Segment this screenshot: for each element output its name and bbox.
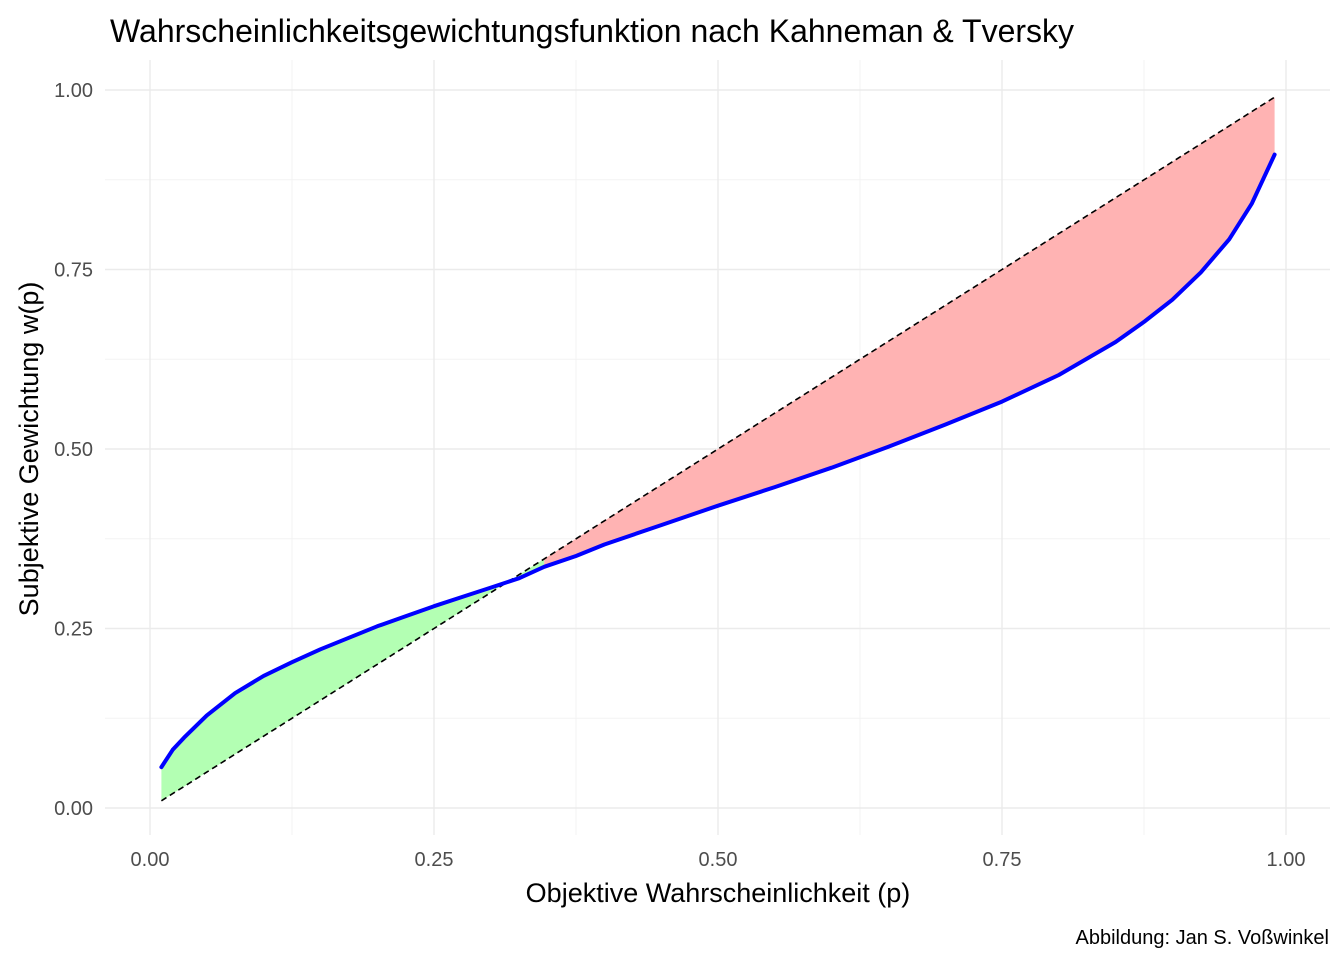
series-line-weighting — [159, 152, 1277, 770]
y-axis-title: Subjektive Gewichtung w(p) — [14, 282, 44, 617]
fill-overweighting — [161, 558, 545, 801]
chart-title: Wahrscheinlichkeitsgewichtungsfunktion n… — [110, 13, 1074, 49]
y-tick-label: 0.00 — [54, 798, 93, 820]
fill-underweighting — [544, 97, 1275, 567]
y-axis-ticks: 0.00 0.25 0.50 0.75 1.00 — [54, 80, 93, 820]
series-line-reference — [160, 96, 1276, 802]
y-tick-label: 0.25 — [54, 619, 93, 641]
y-tick-label: 0.75 — [54, 260, 93, 282]
x-tick-label: 1.00 — [1267, 849, 1306, 871]
y-tick-label: 1.00 — [54, 80, 93, 102]
x-tick-label: 0.50 — [699, 849, 738, 871]
x-axis-title: Objektive Wahrscheinlichkeit (p) — [526, 878, 911, 908]
area-fills — [161, 97, 1275, 801]
x-tick-label: 0.00 — [131, 849, 170, 871]
x-axis-ticks: 0.00 0.25 0.50 0.75 1.00 — [131, 849, 1306, 871]
series-lines — [159, 96, 1277, 802]
x-tick-label: 0.25 — [415, 849, 454, 871]
chart-caption: Abbildung: Jan S. Voßwinkel — [1076, 927, 1330, 949]
y-tick-label: 0.50 — [54, 439, 93, 461]
grid — [105, 60, 1330, 835]
x-tick-label: 0.75 — [983, 849, 1022, 871]
